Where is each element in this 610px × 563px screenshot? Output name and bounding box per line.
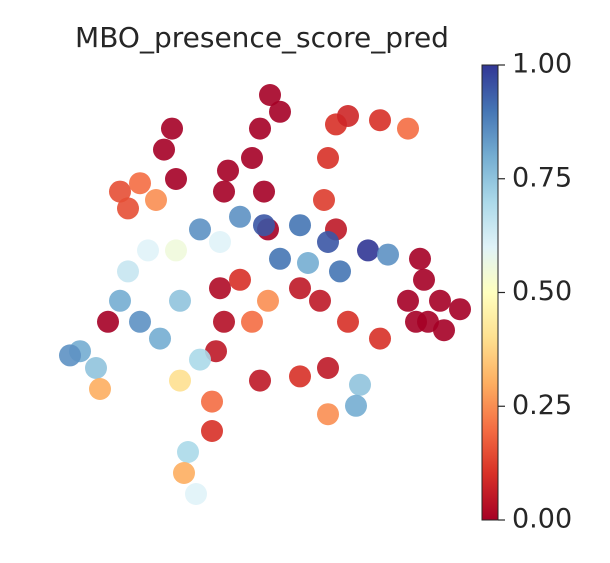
point xyxy=(145,189,167,211)
point xyxy=(377,243,399,266)
point xyxy=(397,117,419,140)
point xyxy=(269,247,291,270)
point xyxy=(129,172,151,195)
point xyxy=(253,214,275,237)
point xyxy=(349,373,371,396)
point xyxy=(189,348,211,371)
point xyxy=(117,260,139,283)
point xyxy=(429,289,451,312)
point xyxy=(189,218,211,241)
point xyxy=(149,327,171,350)
point xyxy=(217,159,239,182)
point xyxy=(317,357,339,379)
colorbar-tick-label: 0.25 xyxy=(512,390,572,421)
point xyxy=(241,147,263,169)
point xyxy=(201,420,223,442)
point xyxy=(201,390,223,413)
point xyxy=(229,268,251,291)
point xyxy=(241,310,263,333)
point xyxy=(153,138,175,161)
point xyxy=(129,310,151,333)
colorbar-tick-label: 0.75 xyxy=(512,162,572,193)
point xyxy=(345,394,367,417)
point xyxy=(409,247,431,270)
point xyxy=(213,180,235,203)
point xyxy=(97,310,119,333)
point xyxy=(449,298,471,321)
point xyxy=(249,117,271,140)
point xyxy=(253,180,275,203)
point xyxy=(117,197,139,220)
point xyxy=(329,260,351,283)
point xyxy=(317,231,339,253)
point xyxy=(289,277,311,300)
point xyxy=(59,344,81,367)
point xyxy=(85,357,107,379)
point xyxy=(165,168,187,190)
point xyxy=(405,310,427,333)
colorbar xyxy=(481,64,499,521)
point xyxy=(161,117,183,140)
colorbar-tick-label: 1.00 xyxy=(512,49,572,80)
point xyxy=(337,310,359,333)
point xyxy=(369,109,391,132)
point xyxy=(169,289,191,312)
point xyxy=(173,462,195,484)
point xyxy=(169,369,191,392)
point xyxy=(317,147,339,169)
point xyxy=(209,277,231,300)
point xyxy=(109,289,131,312)
colorbar-tick-label: 0.00 xyxy=(512,504,572,535)
colorbar-tick-label: 0.50 xyxy=(512,276,572,307)
point xyxy=(313,189,335,211)
point xyxy=(213,310,235,333)
point xyxy=(209,231,231,253)
point xyxy=(289,214,311,237)
chart-title: MBO_presence_score_pred xyxy=(75,21,449,54)
point xyxy=(289,365,311,388)
point xyxy=(165,239,187,262)
point xyxy=(257,289,279,312)
point xyxy=(249,369,271,392)
point xyxy=(109,180,131,203)
point xyxy=(259,84,281,106)
point xyxy=(297,252,319,274)
points xyxy=(59,84,471,505)
point xyxy=(413,268,435,291)
point xyxy=(357,239,379,262)
point xyxy=(309,289,331,312)
point xyxy=(185,483,207,505)
point xyxy=(269,100,291,123)
point xyxy=(177,441,199,463)
point xyxy=(369,327,391,350)
point xyxy=(89,378,111,400)
point xyxy=(137,239,159,262)
point xyxy=(433,319,455,342)
point xyxy=(397,289,419,312)
point xyxy=(317,403,339,426)
point xyxy=(337,105,359,127)
point xyxy=(229,205,251,228)
